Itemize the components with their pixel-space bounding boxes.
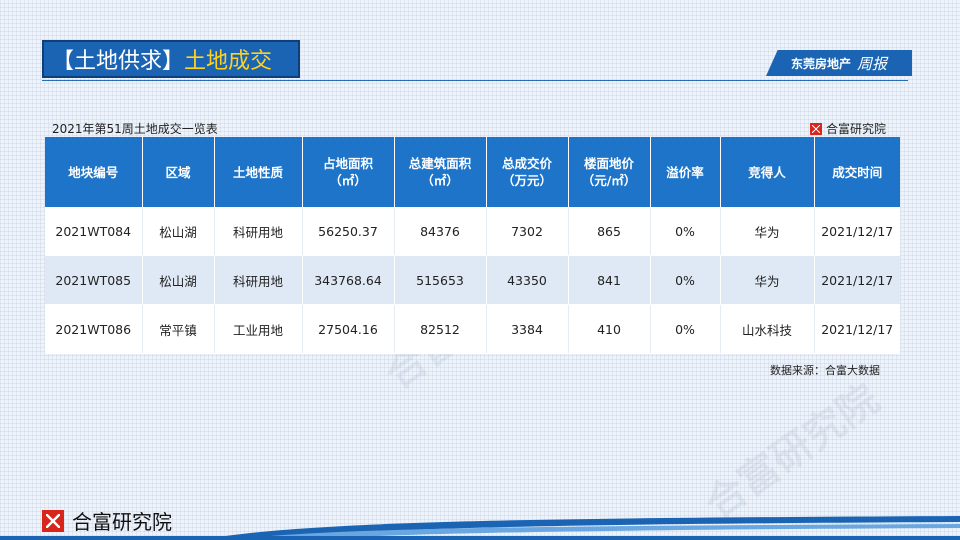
cell: 2021/12/17 [814, 207, 900, 256]
weekly-badge-script: 周报 [857, 54, 888, 73]
table-header-row: 地块编号 区域 土地性质 占地面积 （㎡） 总建筑面积 （㎡） 总成交价 （万元） 楼… [45, 137, 900, 207]
weekly-badge-name: 东莞房地产 [790, 56, 851, 71]
company-logo-icon [42, 509, 64, 532]
cell: 410 [568, 304, 651, 354]
cell: 7302 [486, 207, 569, 256]
brand-small: 合富研究院 [809, 120, 886, 137]
table-row: 2021WT085 松山湖 科研用地 343768.64 515653 4335… [45, 255, 900, 305]
cell: 0% [650, 255, 721, 305]
cell: 2021WT085 [45, 255, 143, 305]
page-title-sub: 土地成交 [184, 49, 273, 74]
cell: 工业用地 [214, 304, 303, 354]
cell: 841 [568, 255, 651, 305]
col-header: 楼面地价 （元/㎡） [568, 137, 651, 207]
col-header: 土地性质 [214, 137, 303, 207]
cell: 华为 [720, 207, 815, 256]
cell: 松山湖 [142, 255, 215, 305]
cell: 山水科技 [720, 304, 815, 354]
table-caption: 2021年第51周土地成交一览表 [52, 122, 218, 136]
cell: 0% [650, 207, 721, 256]
col-header: 竞得人 [720, 137, 815, 207]
cell: 科研用地 [214, 255, 303, 305]
footer-brand: 合富研究院 [42, 506, 172, 535]
cell: 常平镇 [142, 304, 215, 354]
footer-brand-label: 合富研究院 [72, 510, 172, 534]
col-header: 溢价率 [650, 137, 721, 207]
brand-small-label: 合富研究院 [825, 122, 886, 136]
cell: 82512 [394, 304, 487, 354]
cell: 2021/12/17 [814, 255, 900, 305]
cell: 56250.37 [302, 207, 395, 256]
table-row: 2021WT086 常平镇 工业用地 27504.16 82512 3384 4… [45, 304, 900, 354]
cell: 43350 [486, 255, 569, 305]
footer-swoosh [0, 516, 960, 540]
watermark: 合富研究院 [697, 376, 888, 529]
cell: 0% [650, 304, 721, 354]
cell: 865 [568, 207, 651, 256]
table-row: 2021WT084 松山湖 科研用地 56250.37 84376 7302 8… [45, 207, 900, 256]
col-header: 地块编号 [45, 137, 143, 207]
page-title-main: 【土地供求】 [52, 49, 185, 74]
col-header: 占地面积 （㎡） [302, 137, 395, 207]
cell: 27504.16 [302, 304, 395, 354]
weekly-badge: 东莞房地产 周报 [766, 50, 912, 76]
cell: 2021WT086 [45, 304, 143, 354]
cell: 科研用地 [214, 207, 303, 256]
header-divider [42, 80, 908, 81]
page-title: 【土地供求】 土地成交 [42, 40, 300, 78]
data-source-note: 数据来源：合富大数据 [770, 364, 880, 377]
col-header: 总建筑面积 （㎡） [394, 137, 487, 207]
cell: 2021/12/17 [814, 304, 900, 354]
cell: 343768.64 [302, 255, 395, 305]
cell: 515653 [394, 255, 487, 305]
land-deals-table: 地块编号 区域 土地性质 占地面积 （㎡） 总建筑面积 （㎡） 总成交价 （万元） 楼… [45, 137, 900, 354]
cell: 84376 [394, 207, 487, 256]
cell: 2021WT084 [45, 207, 143, 256]
cell: 3384 [486, 304, 569, 354]
col-header: 总成交价 （万元） [486, 137, 569, 207]
col-header: 成交时间 [814, 137, 900, 207]
company-logo-icon [809, 122, 822, 135]
cell: 松山湖 [142, 207, 215, 256]
cell: 华为 [720, 255, 815, 305]
col-header: 区域 [142, 137, 215, 207]
